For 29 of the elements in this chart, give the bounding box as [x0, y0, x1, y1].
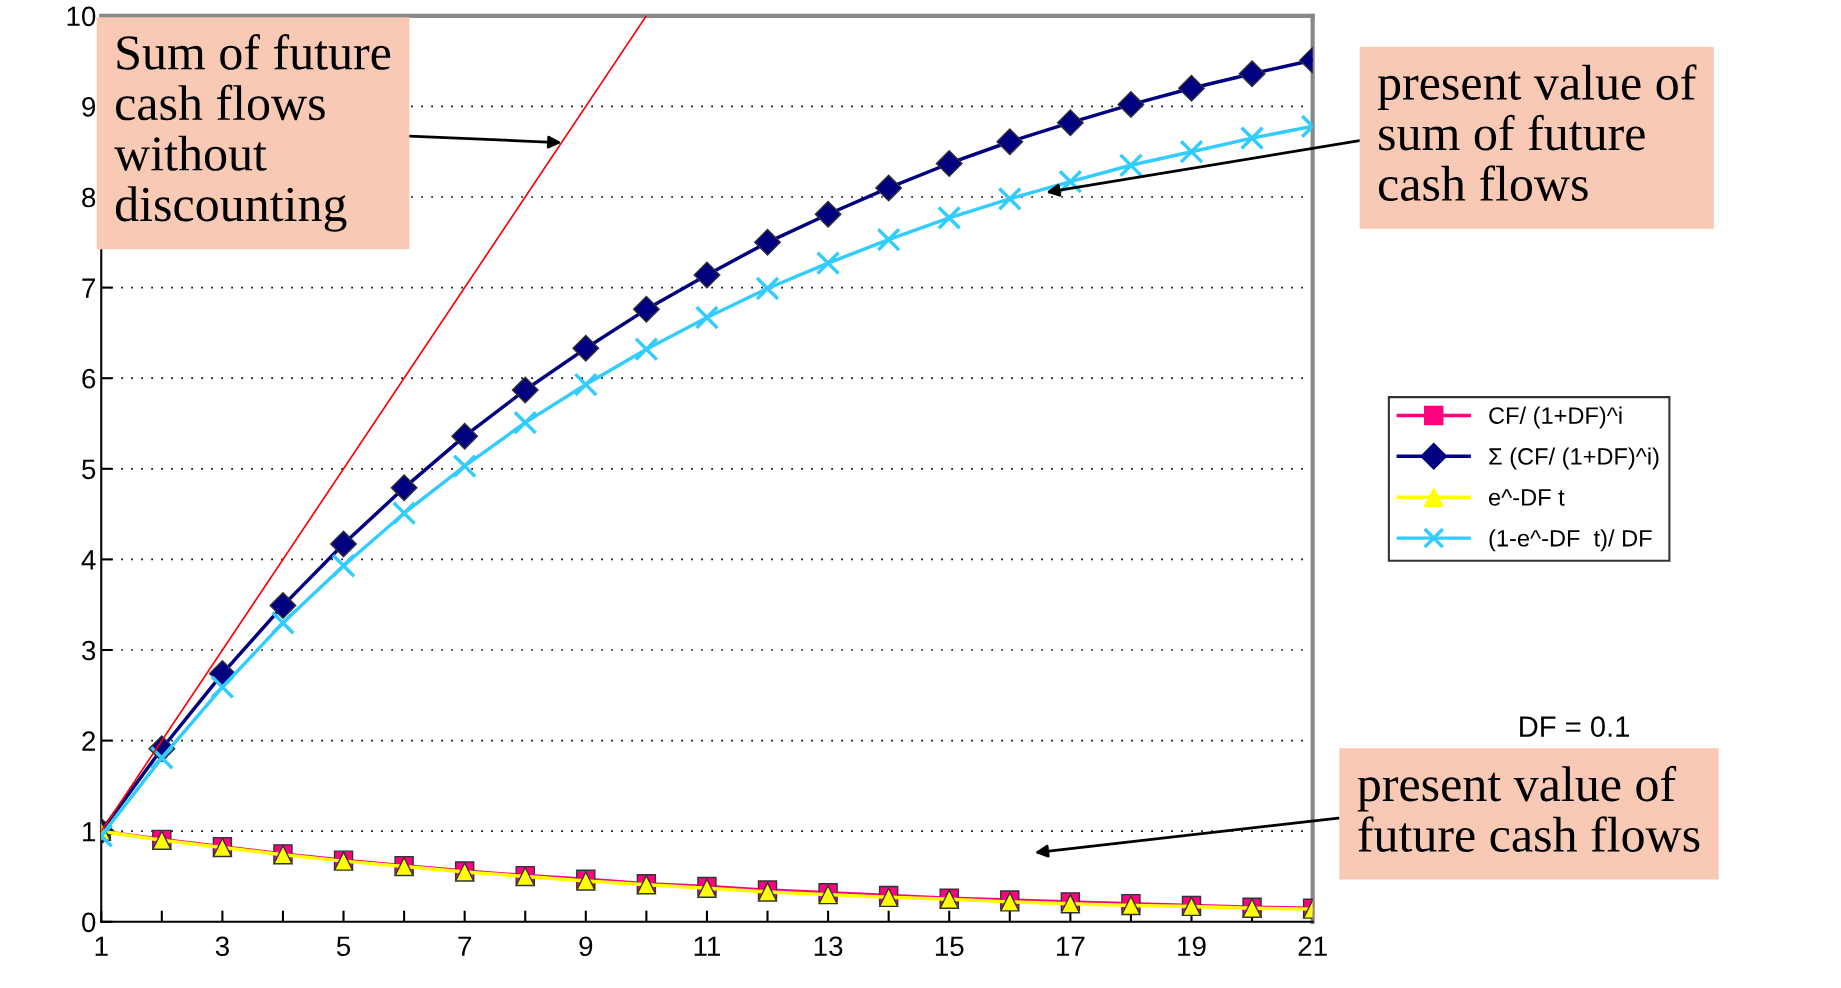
x-tick-label: 9 — [579, 936, 593, 957]
x-tick-label: 21 — [1298, 936, 1327, 956]
y-tick-label: 8 — [82, 187, 96, 208]
text: present value of future cash flows — [1357, 765, 1700, 852]
y-tick-label: 10 — [67, 6, 96, 27]
y-tick-label: 1 — [83, 822, 96, 842]
y-tick-label: 3 — [82, 640, 96, 661]
x-tick-label: 13 — [814, 936, 843, 957]
x-tick-label: 17 — [1057, 936, 1085, 956]
annotation: present value of sum of future cash flows — [1377, 64, 1697, 202]
annotation: Sum of future cash flows without discounting — [114, 34, 391, 232]
x-tick-label: 3 — [215, 936, 229, 957]
legend-label: Σ (CF/ (1+DF)^i) — [1489, 447, 1659, 470]
legend-label: e^-DF t — [1489, 489, 1565, 506]
y-tick-label: 6 — [82, 368, 96, 389]
y-tick-label: 4 — [81, 550, 96, 570]
x-tick-label: 11 — [694, 936, 721, 956]
x-tick-label: 5 — [336, 936, 351, 957]
x-tick-label: 7 — [458, 936, 471, 956]
y-tick-label: 0 — [82, 912, 96, 933]
y-tick-label: 2 — [82, 731, 95, 751]
x-tick-label: 19 — [1178, 936, 1206, 957]
legend-label: (1-e^-DF t)/ DF — [1489, 529, 1652, 552]
text: DF = 0.1 — [1520, 716, 1629, 737]
y-tick-label: 5 — [82, 459, 96, 480]
y-tick-label: 7 — [82, 278, 95, 298]
y-tick-label: 9 — [82, 97, 96, 117]
legend-label: CF/ (1+DF)^i — [1489, 406, 1622, 429]
x-tick-label: 15 — [935, 936, 964, 957]
